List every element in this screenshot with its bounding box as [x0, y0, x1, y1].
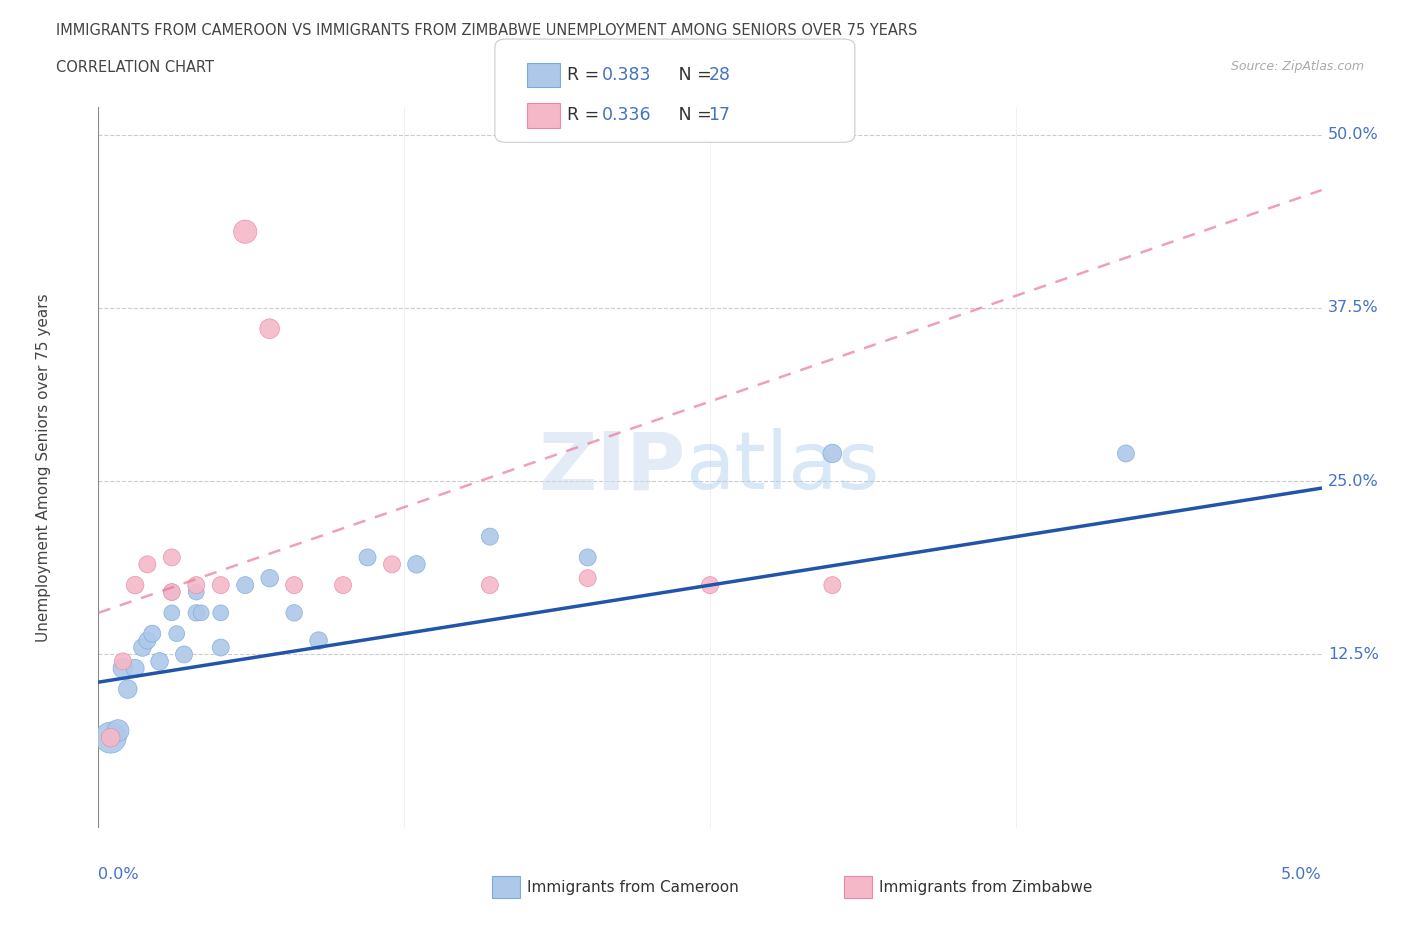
Point: [173, 647, 195, 662]
Point: [160, 550, 183, 565]
Text: 0.0%: 0.0%: [98, 868, 139, 883]
Point: [356, 550, 378, 565]
Text: N =: N =: [662, 106, 717, 125]
Text: 12.5%: 12.5%: [1327, 647, 1379, 662]
Point: [186, 605, 208, 620]
Point: [478, 529, 501, 544]
Point: [283, 605, 305, 620]
Text: 37.5%: 37.5%: [1327, 300, 1378, 315]
Point: [308, 633, 330, 648]
Point: [233, 578, 256, 592]
Point: [160, 605, 183, 620]
Point: [381, 557, 404, 572]
Point: [821, 446, 844, 461]
Point: [100, 730, 122, 745]
Point: [190, 605, 212, 620]
Point: [131, 640, 153, 655]
Point: [821, 578, 844, 592]
Point: [160, 585, 183, 600]
Point: [576, 550, 599, 565]
Text: R =: R =: [567, 66, 605, 84]
Text: 0.383: 0.383: [602, 66, 651, 84]
Point: [209, 605, 232, 620]
Text: Source: ZipAtlas.com: Source: ZipAtlas.com: [1230, 60, 1364, 73]
Point: [111, 661, 134, 676]
Point: [124, 661, 146, 676]
Point: [576, 571, 599, 586]
Text: Immigrants from Zimbabwe: Immigrants from Zimbabwe: [879, 880, 1092, 895]
Point: [141, 626, 163, 641]
Text: 25.0%: 25.0%: [1327, 473, 1378, 488]
Point: [100, 730, 122, 745]
Text: atlas: atlas: [686, 429, 880, 506]
Point: [166, 626, 188, 641]
Text: R =: R =: [567, 106, 605, 125]
Point: [283, 578, 305, 592]
Text: ZIP: ZIP: [538, 429, 686, 506]
Text: 5.0%: 5.0%: [1281, 868, 1322, 883]
Point: [136, 633, 159, 648]
Point: [117, 682, 139, 697]
Point: [209, 640, 232, 655]
Text: 28: 28: [709, 66, 731, 84]
Text: IMMIGRANTS FROM CAMEROON VS IMMIGRANTS FROM ZIMBABWE UNEMPLOYMENT AMONG SENIORS : IMMIGRANTS FROM CAMEROON VS IMMIGRANTS F…: [56, 23, 918, 38]
Point: [149, 654, 172, 669]
Point: [1115, 446, 1137, 461]
Point: [478, 578, 501, 592]
Point: [124, 578, 146, 592]
Point: [186, 585, 208, 600]
Point: [186, 578, 208, 592]
Point: [699, 578, 721, 592]
Point: [405, 557, 427, 572]
Text: N =: N =: [662, 66, 717, 84]
Text: Immigrants from Cameroon: Immigrants from Cameroon: [527, 880, 740, 895]
Text: Unemployment Among Seniors over 75 years: Unemployment Among Seniors over 75 years: [37, 293, 51, 642]
Point: [107, 724, 129, 738]
Point: [332, 578, 354, 592]
Text: 50.0%: 50.0%: [1327, 127, 1378, 142]
Point: [233, 224, 256, 239]
Point: [259, 321, 281, 336]
Point: [136, 557, 159, 572]
Point: [209, 578, 232, 592]
Point: [160, 585, 183, 600]
Text: 0.336: 0.336: [602, 106, 651, 125]
Text: CORRELATION CHART: CORRELATION CHART: [56, 60, 214, 75]
Point: [111, 654, 134, 669]
Text: 17: 17: [709, 106, 731, 125]
Point: [259, 571, 281, 586]
